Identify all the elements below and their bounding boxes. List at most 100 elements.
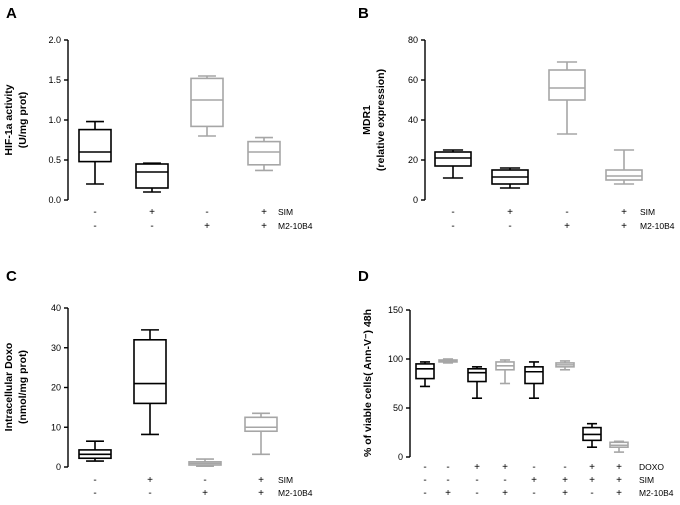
panel-b-condition-sign: + <box>621 221 627 232</box>
panel-a-box-3-iqr <box>190 77 224 128</box>
panel-d-condition-label-doxo: DOXO <box>639 462 664 472</box>
panel-d-ytick-label: 0 <box>398 452 403 462</box>
panel-c-box-4 <box>244 412 278 456</box>
panel-a-letter: A <box>6 5 17 22</box>
panel-a-box-2 <box>135 162 169 193</box>
panel-c-ytick-label: 30 <box>51 343 61 353</box>
panel-d-box-6 <box>555 360 575 371</box>
panel-d-condition-sign: - <box>475 475 478 486</box>
panel-c-ytick-label: 0 <box>56 462 61 472</box>
panel-a-box-1-iqr <box>78 128 112 163</box>
panel-d-condition-sign: - <box>590 488 593 499</box>
panel-b-box-4 <box>605 149 643 185</box>
panel-d-condition-sign: - <box>532 488 535 499</box>
panel-b-condition-sign: - <box>565 207 568 218</box>
panel-d-condition-sign: - <box>532 462 535 473</box>
panel-d-condition-sign: + <box>474 462 480 473</box>
panel-d-condition-sign: - <box>563 462 566 473</box>
panel-b-box-3 <box>548 61 586 135</box>
panel-d-condition-sign: + <box>562 475 568 486</box>
panel-d-box-5-iqr <box>524 366 544 385</box>
panel-d-box-5 <box>524 361 544 400</box>
panel-b-ylabel-line1: MDR1 <box>361 105 373 135</box>
panel-b-condition-sign: + <box>621 207 627 218</box>
panel-a-box-2-iqr <box>135 163 169 189</box>
panel-a-ytick-label: 0.0 <box>48 195 61 205</box>
panel-b-ytick-label: 60 <box>408 75 418 85</box>
panel-b-ytick-label: 0 <box>413 195 418 205</box>
panel-d-box-1-iqr <box>415 363 435 380</box>
panel-c-letter: C <box>6 268 17 285</box>
panel-b-box-1-iqr <box>434 151 472 167</box>
panel-d-condition-sign: + <box>616 462 622 473</box>
panel-d-condition-sign: + <box>589 462 595 473</box>
panel-c-box-4-iqr <box>244 416 278 433</box>
panel-d-ytick-label: 100 <box>388 354 403 364</box>
panel-c-condition-sign: - <box>148 488 151 499</box>
panel-c-box-3 <box>188 458 222 468</box>
panel-d-condition-sign: - <box>423 475 426 486</box>
panel-d-condition-sign: - <box>446 475 449 486</box>
panel-b: B MDR1 (relative expression) 0 20 40 60 80 -… <box>358 5 675 232</box>
panel-b-box-1 <box>434 149 472 179</box>
panel-d-condition-sign: - <box>503 475 506 486</box>
panel-c-ytick-label: 10 <box>51 422 61 432</box>
panel-b-letter: B <box>358 5 369 22</box>
panel-a-condition-sign: - <box>93 221 96 232</box>
panel-b-condition-sign: - <box>451 207 454 218</box>
panel-b-box-2 <box>491 167 529 189</box>
panel-a: A HIF-1a activity (U/mg prot) 0.0 0.5 1.0 1… <box>3 5 313 232</box>
panel-d-condition-label-sim: SIM <box>639 475 654 485</box>
panel-d-condition-sign: - <box>423 462 426 473</box>
panel-d-condition-sign: + <box>502 488 508 499</box>
panel-d-condition-label-m2-10b4: M2-10B4 <box>639 488 674 498</box>
panel-d-condition-sign: - <box>475 488 478 499</box>
panel-d-condition-sign: + <box>502 462 508 473</box>
panel-a-condition-sign: + <box>204 221 210 232</box>
panel-b-box-4-iqr <box>605 169 643 181</box>
panel-b-condition-sign: - <box>508 221 511 232</box>
panel-d-condition-sign: + <box>616 488 622 499</box>
panel-c-box-2 <box>133 329 167 436</box>
panel-c-condition-sign: + <box>202 488 208 499</box>
panel-b-ytick-label: 20 <box>408 155 418 165</box>
panel-c-ytick-label: 40 <box>51 303 61 313</box>
panel-d-box-1 <box>415 361 435 388</box>
panel-d-box-2 <box>438 358 458 364</box>
panel-b-condition-sign: + <box>564 221 570 232</box>
panel-d-condition-sign: + <box>531 475 537 486</box>
panel-c-condition-sign: - <box>93 475 96 486</box>
panel-c-condition-sign: - <box>93 488 96 499</box>
panel-c-box-1 <box>78 440 112 462</box>
panel-a-condition-label-m2-10b4: M2-10B4 <box>278 221 313 231</box>
panel-c-ytick-label: 20 <box>51 383 61 393</box>
panel-a-ytick-label: 1.5 <box>48 75 61 85</box>
panel-d-condition-sign: + <box>562 488 568 499</box>
panel-a-condition-sign: + <box>261 207 267 218</box>
panel-c-condition-label-m2-10b4: M2-10B4 <box>278 488 313 498</box>
panel-d: D % of viable cells( Ann-V⁻) 48h 0 50 100 1… <box>358 268 674 499</box>
panel-c-ylabel-line1: Intracellular Doxo <box>3 343 15 432</box>
panel-a-condition-sign: + <box>261 221 267 232</box>
panel-a-ylabel-line2: (U/mg prot) <box>17 92 29 149</box>
panel-d-ylabel: % of viable cells( Ann-V⁻) 48h <box>362 309 374 457</box>
panel-b-condition-label-m2-10b4: M2-10B4 <box>640 221 675 231</box>
panel-a-box-4-iqr <box>247 140 281 166</box>
panel-a-ytick-label: 0.5 <box>48 155 61 165</box>
panel-c-condition-sign: - <box>203 475 206 486</box>
panel-d-condition-sign: - <box>446 462 449 473</box>
panel-d-condition-sign: + <box>616 475 622 486</box>
panel-d-box-7 <box>582 422 602 449</box>
panel-c: C Intracellular Doxo (nmol/mg prot) 0 10 2… <box>3 268 313 499</box>
panel-c-ylabel-line2: (nmol/mg prot) <box>17 350 29 424</box>
panel-b-ytick-label: 80 <box>408 35 418 45</box>
panel-a-condition-label-sim: SIM <box>278 207 293 217</box>
panel-a-ylabel-line1: HIF-1a activity <box>3 84 15 155</box>
panel-d-condition-sign: - <box>423 488 426 499</box>
panel-a-box-3 <box>190 75 224 137</box>
panel-a-condition-sign: - <box>93 207 96 218</box>
panel-a-box-4 <box>247 136 281 172</box>
panel-d-ytick-label: 150 <box>388 305 403 315</box>
panel-a-condition-sign: - <box>205 207 208 218</box>
panel-c-condition-sign: + <box>258 488 264 499</box>
